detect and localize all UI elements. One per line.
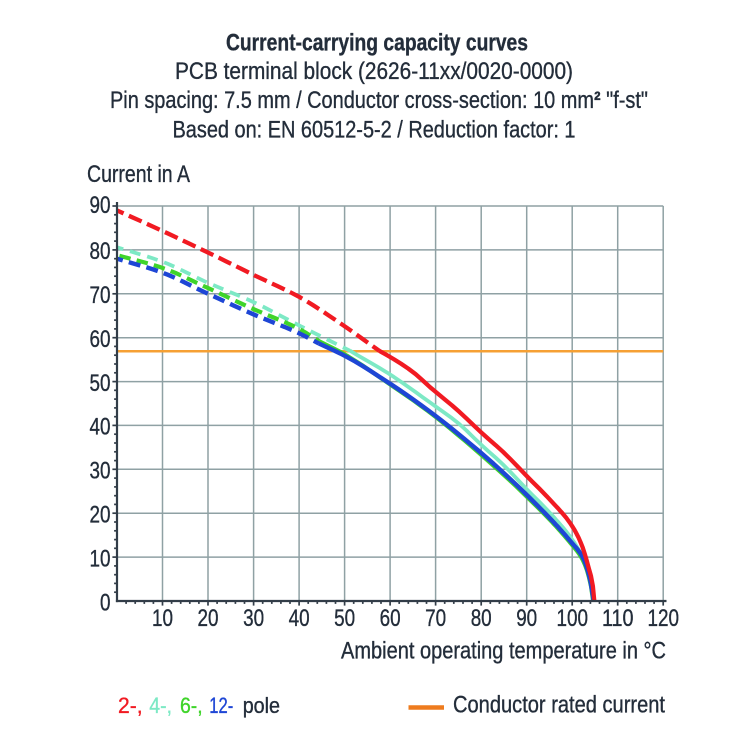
svg-text:Ambient operating temperature: Ambient operating temperature in °C bbox=[341, 638, 666, 665]
svg-text:10: 10 bbox=[90, 545, 111, 572]
svg-text:40: 40 bbox=[289, 605, 310, 632]
svg-text:90: 90 bbox=[516, 605, 537, 632]
svg-text:40: 40 bbox=[90, 414, 111, 441]
svg-text:30: 30 bbox=[90, 458, 111, 485]
svg-text:90: 90 bbox=[90, 192, 111, 219]
svg-text:Current-carrying capacity curv: Current-carrying capacity curves bbox=[226, 30, 528, 57]
svg-text:6-,: 6-, bbox=[180, 693, 203, 718]
svg-text:20: 20 bbox=[198, 605, 219, 632]
svg-text:Pin spacing: 7.5 mm / Conducto: Pin spacing: 7.5 mm / Conductor cross-se… bbox=[110, 87, 648, 114]
svg-text:60: 60 bbox=[380, 605, 401, 632]
svg-text:100: 100 bbox=[556, 605, 588, 632]
svg-text:60: 60 bbox=[90, 326, 111, 353]
svg-text:70: 70 bbox=[425, 605, 446, 632]
svg-text:PCB terminal block (2626-11xx/: PCB terminal block (2626-11xx/0020-0000) bbox=[175, 58, 573, 85]
svg-text:70: 70 bbox=[90, 282, 111, 309]
svg-text:4-,: 4-, bbox=[149, 693, 172, 718]
svg-text:20: 20 bbox=[90, 502, 111, 529]
svg-text:30: 30 bbox=[243, 605, 264, 632]
svg-text:50: 50 bbox=[90, 370, 111, 397]
svg-text:80: 80 bbox=[471, 605, 492, 632]
svg-text:Current in A: Current in A bbox=[87, 161, 190, 188]
svg-text:12-: 12- bbox=[209, 693, 233, 718]
svg-text:80: 80 bbox=[90, 238, 111, 265]
svg-text:Based on: EN 60512-5-2 / Reduc: Based on: EN 60512-5-2 / Reduction facto… bbox=[173, 117, 576, 144]
svg-text:2-,: 2-, bbox=[118, 693, 143, 718]
svg-text:120: 120 bbox=[647, 605, 679, 632]
svg-text:50: 50 bbox=[334, 605, 355, 632]
svg-text:Conductor rated current: Conductor rated current bbox=[453, 692, 665, 719]
svg-text:pole: pole bbox=[243, 693, 280, 718]
svg-text:0: 0 bbox=[100, 589, 111, 616]
svg-text:10: 10 bbox=[152, 605, 173, 632]
svg-text:110: 110 bbox=[602, 605, 634, 632]
